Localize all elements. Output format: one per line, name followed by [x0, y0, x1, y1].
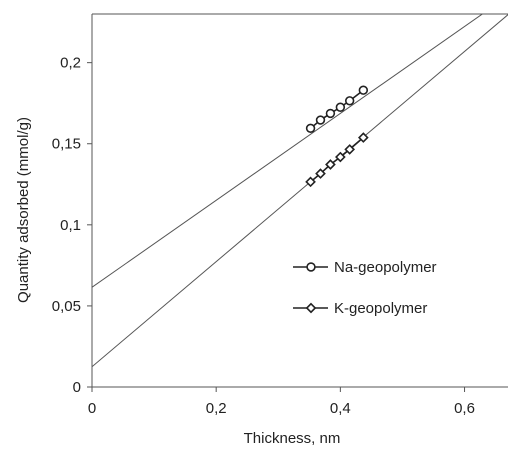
x-axis-title: Thickness, nm [244, 430, 341, 447]
data-markers [305, 85, 369, 188]
legend-label-na-geopolymer: Na-geopolymer [334, 259, 437, 276]
y-tick-label: 0,1 [60, 217, 81, 234]
plot-area [91, 13, 508, 388]
x-tick-label: 0,6 [454, 400, 475, 417]
fit-lines [92, 14, 508, 368]
data-point-k-geopolymer [357, 132, 369, 143]
y-tick-label: 0,05 [52, 298, 81, 315]
y-tick-label: 0,2 [60, 55, 81, 72]
data-point-na-geopolymer [305, 123, 316, 134]
data-point-k-geopolymer [305, 176, 316, 188]
data-point-na-geopolymer [325, 108, 336, 119]
data-point-k-geopolymer [325, 159, 336, 170]
data-point-na-geopolymer [335, 102, 346, 112]
legend: Na-geopolymer K-geopolymer [293, 259, 437, 317]
x-tick-label: 0 [88, 400, 96, 417]
data-point-na-geopolymer [358, 85, 369, 95]
x-tick-label: 0,2 [206, 400, 227, 417]
data-point-k-geopolymer [335, 151, 346, 163]
fit-line-na-geopolymer [92, 14, 484, 288]
legend-marker-k-geopolymer [305, 302, 317, 314]
data-point-k-geopolymer [315, 168, 326, 179]
fit-line-k-geopolymer [92, 14, 508, 368]
data-point-na-geopolymer [315, 115, 326, 125]
y-tick-label: 0,15 [52, 136, 81, 153]
x-tick-label: 0,4 [330, 400, 351, 417]
ticks: 0 0,05 0,1 0,15 0,2 0 0,2 0,4 0,6 [52, 55, 475, 417]
legend-label-k-geopolymer: K-geopolymer [334, 300, 427, 317]
legend-marker-na-geopolymer [306, 262, 316, 272]
y-tick-label: 0 [73, 379, 81, 396]
y-axis-title: Quantity adsorbed (mmol/g) [15, 117, 32, 303]
data-point-na-geopolymer [344, 96, 355, 106]
data-point-k-geopolymer [344, 144, 356, 155]
